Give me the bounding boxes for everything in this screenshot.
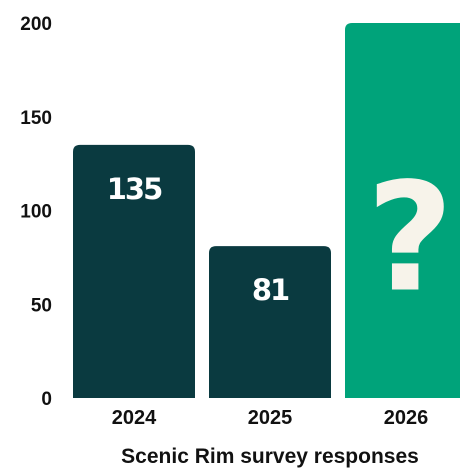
bars: 135 81? bbox=[73, 23, 460, 398]
bar-2026 bbox=[345, 23, 460, 398]
y-tick-label: 150 bbox=[20, 108, 52, 129]
y-axis: 0 50 100 150 200 bbox=[20, 14, 52, 410]
y-tick-label: 100 bbox=[20, 202, 52, 223]
question-mark-label: ? bbox=[366, 152, 453, 326]
x-tick-label: 2025 bbox=[248, 407, 293, 429]
data-label-2025: 81 bbox=[252, 273, 289, 307]
data-label-2024: 135 bbox=[107, 172, 162, 206]
y-tick-label: 50 bbox=[31, 295, 52, 316]
x-axis: 2024 2025 2026 bbox=[112, 407, 429, 429]
y-tick-label: 200 bbox=[20, 14, 52, 35]
x-tick-label: 2024 bbox=[112, 407, 157, 429]
bar-2025 bbox=[209, 246, 331, 398]
x-axis-title: Scenic Rim survey responses bbox=[121, 445, 419, 468]
y-tick-label: 0 bbox=[41, 389, 52, 410]
bar-2024 bbox=[73, 144, 195, 398]
x-tick-label: 2026 bbox=[384, 407, 429, 429]
